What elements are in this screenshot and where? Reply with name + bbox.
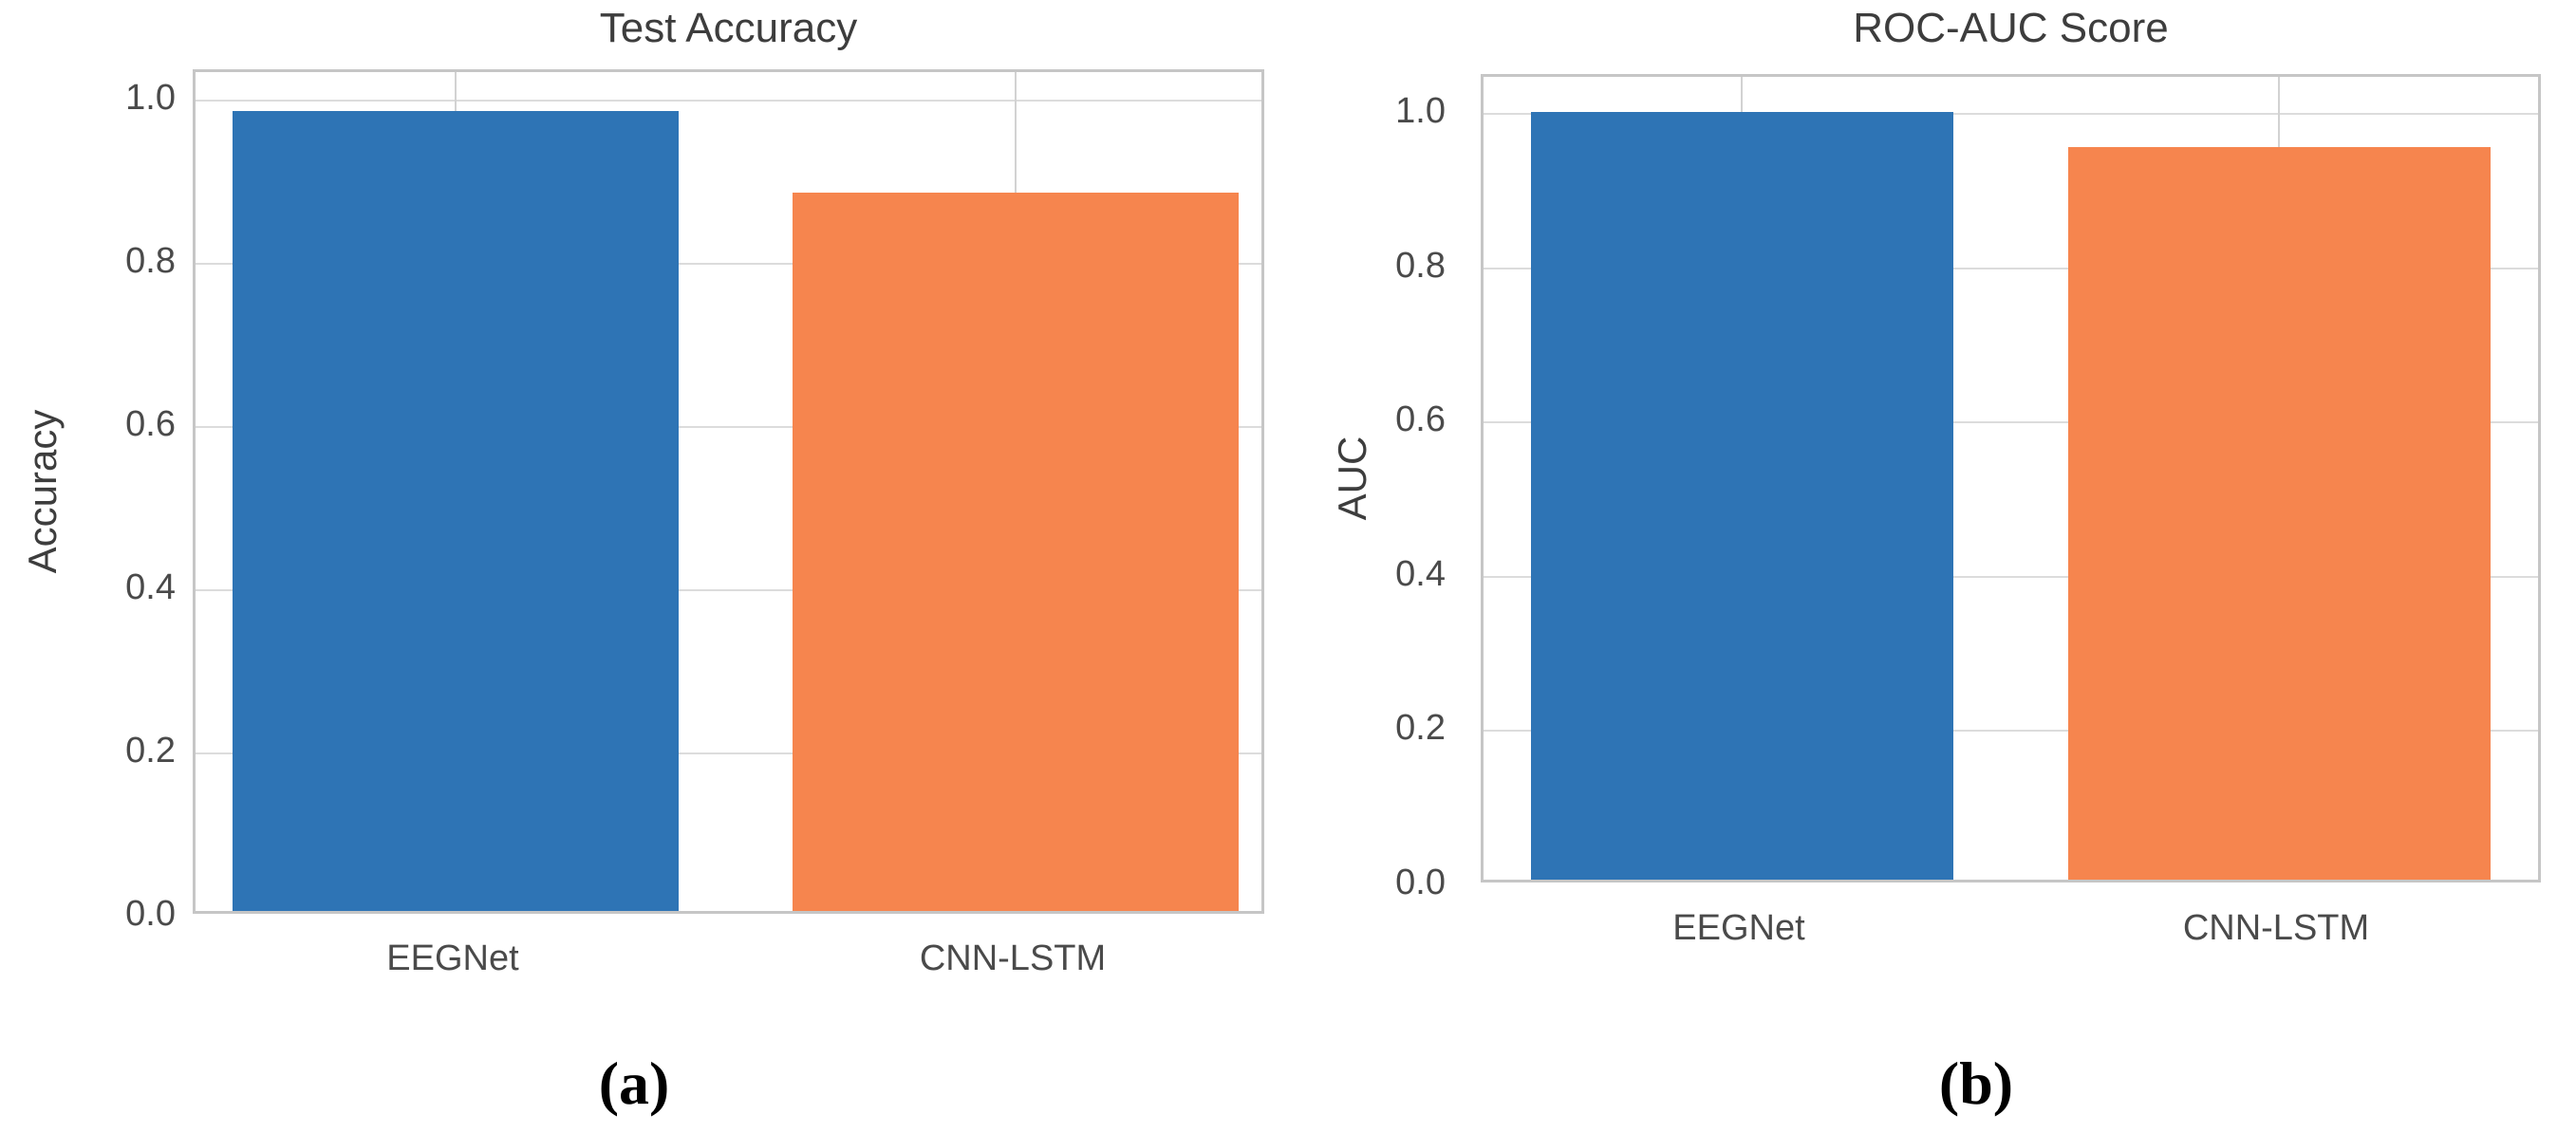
bar-eegnet: [1530, 112, 1953, 880]
bar-eegnet: [233, 111, 679, 911]
h-gridline: [196, 589, 1261, 591]
y-tick-label: 0.8: [1395, 245, 1446, 286]
x-tick-label: CNN-LSTM: [2182, 908, 2370, 948]
y-tick-label: 0.4: [125, 567, 176, 607]
y-tick-label: 0.4: [1395, 553, 1446, 594]
chart-title: Test Accuracy: [599, 5, 858, 51]
v-gridline: [2278, 77, 2280, 880]
h-gridline: [196, 752, 1261, 754]
chart-title: ROC-AUC Score: [1853, 5, 2169, 51]
panel-label-b: (b): [1938, 1049, 2014, 1117]
bar-cnn-lstm: [793, 193, 1239, 911]
y-tick-label: 0.6: [125, 404, 176, 444]
y-axis-label: AUC: [1330, 436, 1374, 521]
x-tick-label: CNN-LSTM: [919, 938, 1107, 978]
y-tick-label: 0.2: [1395, 708, 1446, 749]
v-gridline: [1015, 72, 1017, 911]
panel-label-a: (a): [598, 1049, 670, 1117]
plot-area: [1481, 74, 2541, 882]
h-gridline: [196, 100, 1261, 102]
plot-area: [193, 69, 1264, 914]
y-tick-label: 0.2: [125, 731, 176, 771]
h-gridline: [1484, 730, 2538, 733]
bar-cnn-lstm: [2067, 146, 2491, 880]
y-axis-label: Accuracy: [20, 409, 65, 574]
v-gridline: [455, 72, 457, 911]
y-tick-label: 0.6: [1395, 399, 1446, 440]
h-gridline: [1484, 421, 2538, 424]
y-tick-label: 1.0: [125, 78, 176, 118]
y-tick-label: 0.0: [125, 894, 176, 934]
y-tick-label: 0.8: [125, 241, 176, 281]
x-tick-label: EEGNet: [1672, 908, 1805, 948]
h-gridline: [196, 426, 1261, 428]
y-tick-label: 0.0: [1395, 863, 1446, 902]
h-gridline: [196, 263, 1261, 265]
h-gridline: [1484, 113, 2538, 115]
x-tick-label: EEGNet: [386, 938, 519, 978]
y-tick-label: 1.0: [1395, 91, 1446, 131]
h-gridline: [1484, 267, 2538, 269]
h-gridline: [1484, 575, 2538, 578]
v-gridline: [1741, 77, 1743, 880]
